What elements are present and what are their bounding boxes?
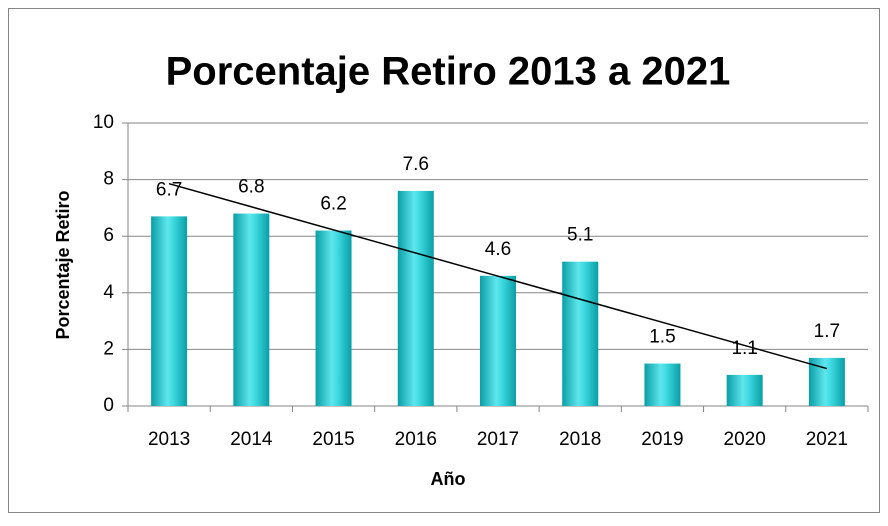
y-tick-label: 8 xyxy=(103,169,114,190)
x-tick-label: 2013 xyxy=(148,429,190,450)
x-tick-label: 2016 xyxy=(395,429,437,450)
x-tick-label: 2014 xyxy=(230,429,273,450)
value-label: 6.2 xyxy=(320,194,346,215)
x-tick-label: 2020 xyxy=(724,429,766,450)
x-tick-label: 2015 xyxy=(312,429,354,450)
x-axis-label: Año xyxy=(431,469,466,489)
bar xyxy=(315,230,352,406)
value-label: 6.7 xyxy=(156,179,182,200)
value-label: 6.8 xyxy=(238,177,264,198)
y-tick-label: 4 xyxy=(103,282,114,303)
bar xyxy=(562,261,599,406)
x-tick-label: 2019 xyxy=(641,429,683,450)
bar xyxy=(397,190,434,406)
value-label: 1.7 xyxy=(814,321,840,342)
y-tick-label: 10 xyxy=(93,112,114,133)
bar xyxy=(644,363,681,406)
x-tick-label: 2021 xyxy=(806,429,848,450)
x-tick-label: 2017 xyxy=(477,429,519,450)
trendline xyxy=(168,182,828,370)
bar xyxy=(151,216,188,406)
chart-title: Porcentaje Retiro 2013 a 2021 xyxy=(166,50,731,94)
y-axis-label: Porcentaje Retiro xyxy=(53,190,73,339)
y-tick-label: 0 xyxy=(103,395,114,416)
y-tick-label: 2 xyxy=(103,338,114,359)
value-label: 4.6 xyxy=(485,239,511,260)
bar xyxy=(726,374,763,406)
value-label: 1.5 xyxy=(649,327,675,348)
bar xyxy=(233,213,270,406)
bar xyxy=(480,275,516,406)
value-label: 5.1 xyxy=(567,225,593,246)
y-tick-label: 6 xyxy=(103,225,114,246)
x-tick-label: 2018 xyxy=(559,429,601,450)
value-label: 7.6 xyxy=(403,154,429,175)
